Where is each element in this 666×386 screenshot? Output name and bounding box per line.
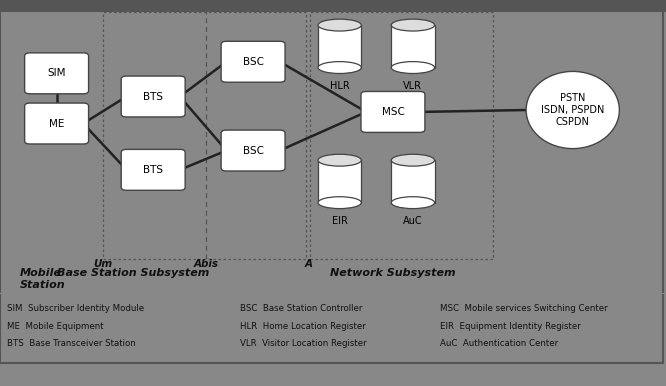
Bar (318, 160, 361, 203)
FancyBboxPatch shape (121, 76, 185, 117)
Text: Base Station Subsystem: Base Station Subsystem (57, 268, 209, 278)
FancyBboxPatch shape (121, 149, 185, 190)
Text: SIM: SIM (47, 68, 66, 78)
Bar (392, 160, 435, 203)
Bar (310, 12, 493, 259)
Text: Network Subsystem: Network Subsystem (330, 268, 456, 278)
Text: AuC: AuC (403, 216, 423, 226)
Ellipse shape (318, 154, 362, 166)
Text: Mobile
Station: Mobile Station (20, 268, 66, 290)
Text: PSTN
ISDN, PSPDN
CSPDN: PSTN ISDN, PSPDN CSPDN (541, 93, 605, 127)
Text: Um: Um (94, 259, 113, 269)
Bar (103, 12, 306, 259)
Ellipse shape (318, 19, 362, 31)
Text: ME: ME (49, 119, 65, 129)
Text: Abis: Abis (194, 259, 219, 269)
Ellipse shape (392, 154, 435, 166)
Ellipse shape (392, 197, 435, 208)
Text: SIM  Subscriber Identity Module: SIM Subscriber Identity Module (7, 304, 144, 313)
Ellipse shape (526, 71, 619, 149)
Ellipse shape (392, 19, 435, 31)
FancyBboxPatch shape (25, 103, 89, 144)
Text: HLR  Home Location Register: HLR Home Location Register (240, 322, 366, 331)
Ellipse shape (318, 62, 362, 73)
Ellipse shape (392, 62, 435, 73)
Text: BTS  Base Transceiver Station: BTS Base Transceiver Station (7, 339, 135, 348)
Text: BSC: BSC (242, 146, 264, 156)
Text: AuC  Authentication Center: AuC Authentication Center (440, 339, 557, 348)
Text: VLR: VLR (404, 81, 422, 91)
Bar (0, 0, 666, 12)
Text: EIR: EIR (332, 216, 348, 226)
Text: ME  Mobile Equipment: ME Mobile Equipment (7, 322, 103, 331)
Text: BTS: BTS (143, 165, 163, 175)
FancyBboxPatch shape (25, 53, 89, 94)
Text: BTS: BTS (143, 91, 163, 102)
Text: BSC: BSC (242, 57, 264, 67)
FancyBboxPatch shape (361, 91, 425, 132)
Text: EIR  Equipment Identity Register: EIR Equipment Identity Register (440, 322, 580, 331)
Bar (318, 25, 361, 68)
Bar (392, 25, 435, 68)
Text: MSC  Mobile services Switching Center: MSC Mobile services Switching Center (440, 304, 607, 313)
Text: BSC  Base Station Controller: BSC Base Station Controller (240, 304, 362, 313)
FancyBboxPatch shape (221, 41, 285, 82)
Text: HLR: HLR (330, 81, 350, 91)
Ellipse shape (318, 197, 362, 208)
Text: MSC: MSC (382, 107, 404, 117)
FancyBboxPatch shape (221, 130, 285, 171)
Text: VLR  Visitor Location Register: VLR Visitor Location Register (240, 339, 366, 348)
Text: A: A (304, 259, 312, 269)
